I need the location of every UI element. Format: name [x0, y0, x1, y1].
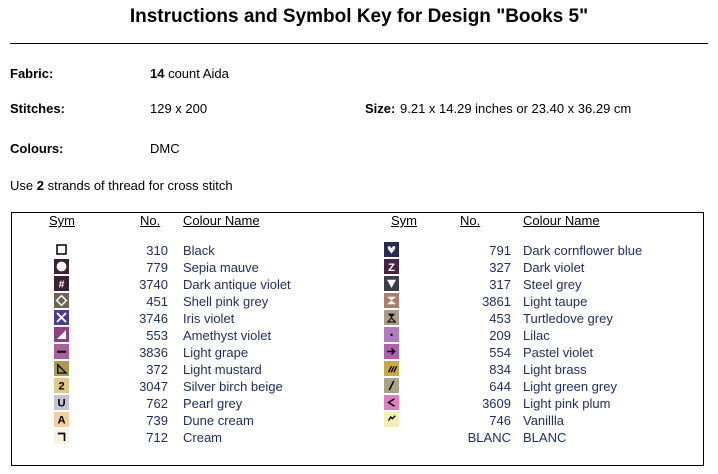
svg-text:A: A	[57, 415, 65, 427]
svg-text:2: 2	[58, 381, 64, 393]
svg-text:Z: Z	[388, 262, 395, 274]
svg-text:U: U	[57, 398, 65, 410]
svg-text:#: #	[59, 278, 65, 290]
